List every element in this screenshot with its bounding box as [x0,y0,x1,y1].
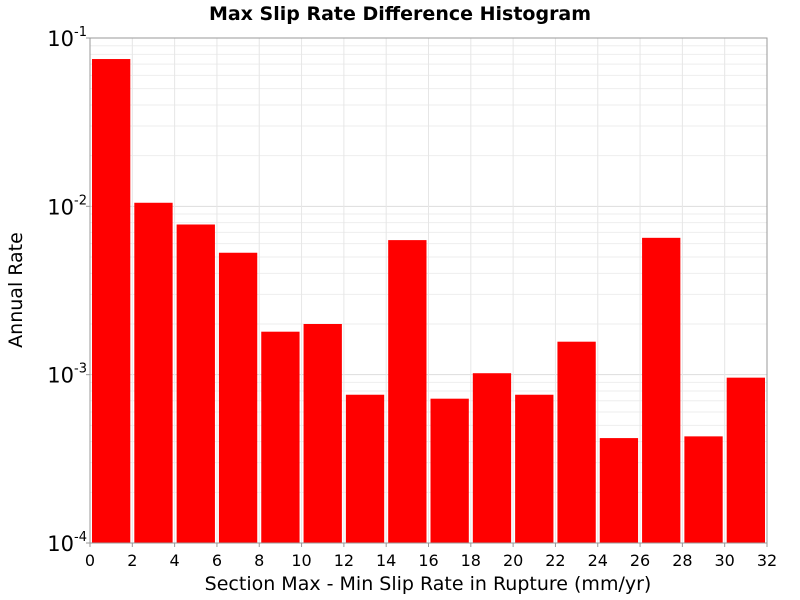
histogram-bar [557,341,596,543]
x-tick-label: 0 [85,551,95,570]
histogram-bar [684,436,723,543]
x-tick-label: 32 [757,551,777,570]
histogram-bar [642,237,681,544]
x-axis-ticks: 0 2 4 6 8 10 12 14 16 18 20 22 24 26 28 30 32 [85,543,777,570]
x-tick-label: 10 [291,551,311,570]
x-tick-label: 30 [715,551,735,570]
histogram-bar [92,59,131,544]
histogram-bar [472,373,512,543]
histogram-bar [599,438,639,543]
x-tick-label: 22 [545,551,565,570]
bars [92,59,765,544]
x-tick-label: 2 [127,551,137,570]
y-tick-label: 10-4 [47,530,87,556]
histogram-bar [345,394,385,543]
y-axis-label: Annual Rate [5,232,27,348]
histogram-bar [134,202,173,543]
x-tick-label: 26 [630,551,650,570]
chart-title: Max Slip Rate Difference Histogram [209,3,591,25]
x-tick-label: 4 [170,551,180,570]
y-tick-label: 10-2 [47,193,87,219]
x-tick-label: 20 [503,551,523,570]
x-tick-label: 12 [334,551,354,570]
y-axis-ticks: 10-1 10-2 10-3 10-4 [47,25,90,556]
histogram-bar [176,224,215,543]
histogram-bar [515,394,554,543]
histogram-bar [303,323,342,543]
histogram-bar [726,377,765,543]
histogram-bar [388,240,427,543]
x-axis-label: Section Max - Min Slip Rate in Rupture (… [205,573,652,595]
x-tick-label: 24 [588,551,608,570]
x-tick-label: 8 [254,551,264,570]
y-tick-label: 10-3 [47,362,87,388]
y-tick-label: 10-1 [47,25,87,51]
x-tick-label: 28 [672,551,692,570]
x-tick-label: 16 [418,551,438,570]
histogram-bar [261,331,300,543]
histogram-bar [218,252,258,544]
x-tick-label: 18 [461,551,481,570]
x-tick-label: 6 [212,551,222,570]
histogram-bar [430,398,469,543]
x-tick-label: 14 [376,551,396,570]
